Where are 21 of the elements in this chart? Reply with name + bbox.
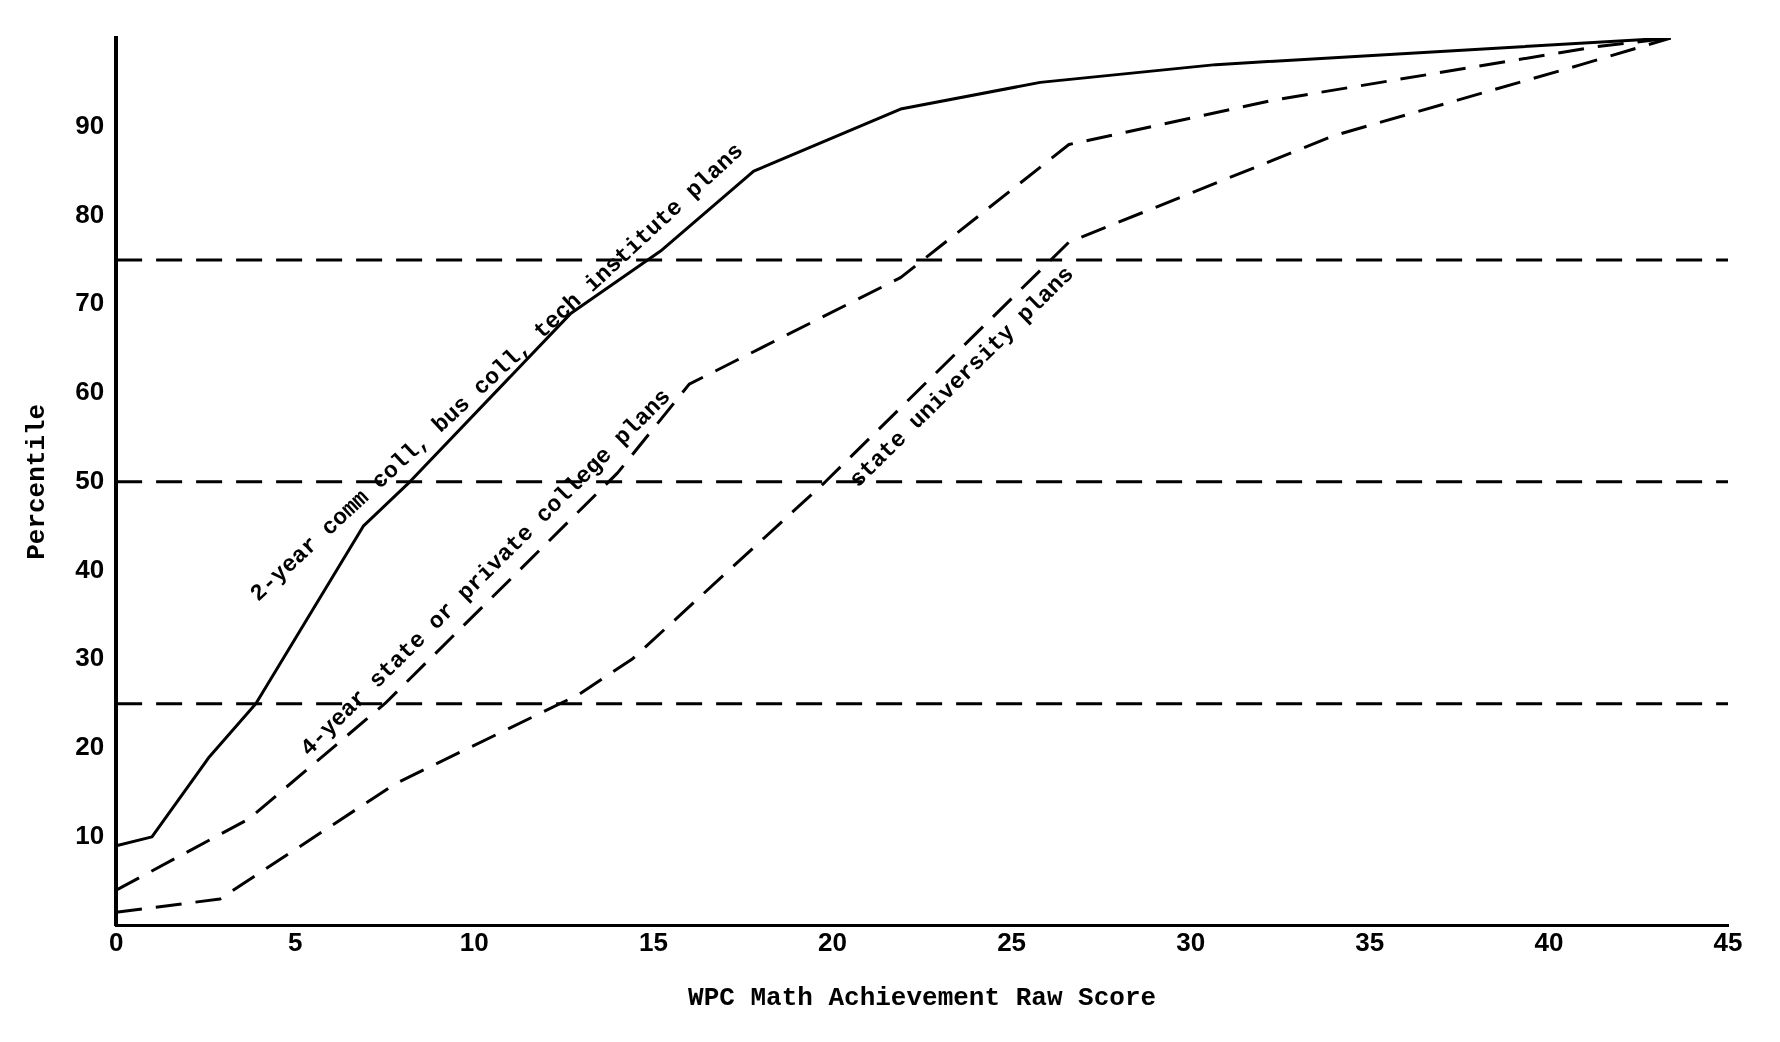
x-tick-label: 45: [1713, 927, 1743, 958]
y-tick-label: 70: [75, 287, 105, 318]
y-tick-label: 90: [75, 109, 105, 140]
x-tick-label: 10: [459, 927, 489, 958]
y-tick-label: 80: [75, 198, 105, 229]
y-tick-label: 10: [75, 820, 105, 851]
x-tick-label: 35: [1355, 927, 1385, 958]
y-tick-label: 20: [75, 731, 105, 762]
x-tick-label: 25: [997, 927, 1027, 958]
x-tick-label: 0: [108, 927, 124, 958]
y-tick-label: 40: [75, 553, 105, 584]
x-axis-title: WPC Math Achievement Raw Score: [688, 982, 1157, 1013]
y-axis-title: Percentile: [22, 403, 53, 560]
x-tick-label: 5: [287, 927, 303, 958]
y-tick-label: 60: [75, 376, 105, 407]
y-tick-label: 50: [75, 464, 105, 495]
x-tick-label: 40: [1534, 927, 1564, 958]
x-tick-label: 30: [1176, 927, 1206, 958]
x-tick-label: 20: [818, 927, 847, 958]
y-tick-label: 30: [75, 642, 105, 673]
x-tick-label: 15: [638, 927, 668, 958]
